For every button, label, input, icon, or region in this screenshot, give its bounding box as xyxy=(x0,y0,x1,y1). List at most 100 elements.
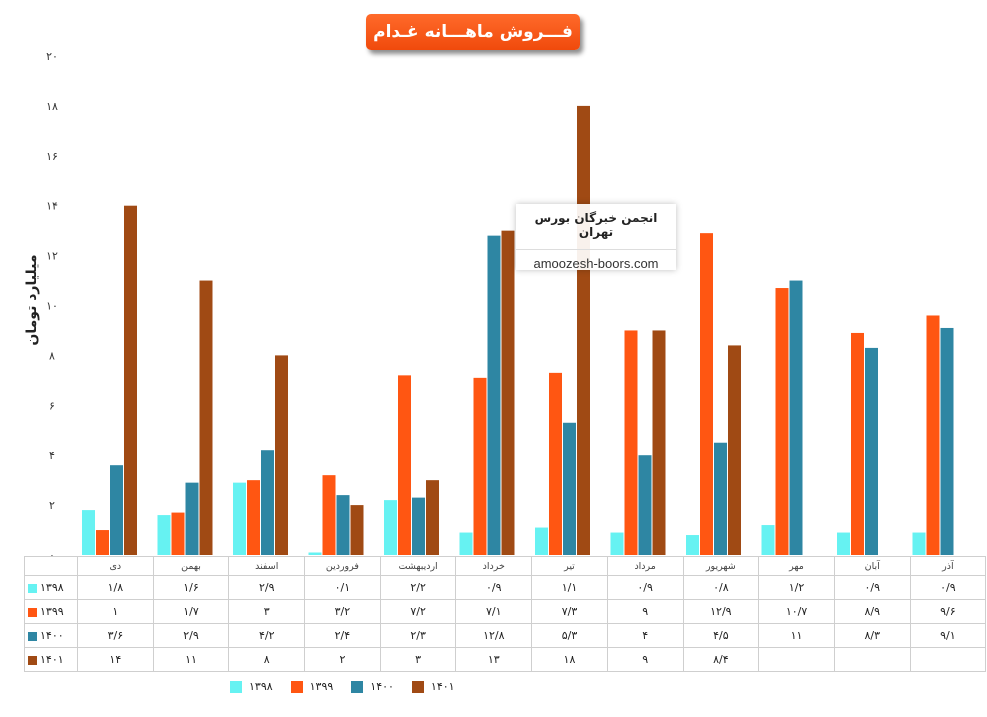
legend-item: ۱۴۰۰ xyxy=(351,680,394,693)
bar-5-1 xyxy=(473,377,487,555)
series-swatch xyxy=(28,583,37,593)
bar-0-3 xyxy=(124,205,137,555)
bar-10-2 xyxy=(865,347,878,555)
legend-label: ۱۴۰۱ xyxy=(430,680,455,693)
table-cell: ۹/۱ xyxy=(909,623,987,648)
table-row: ۱۳۹۹ ۱ ۱/۷ ۳ ۳/۲ ۷/۲ ۷/۱ ۷/۳ ۹ ۱۲/۹ ۱۰/۷ ۸/۹ ۹/۶ xyxy=(24,599,987,624)
table-cell: ۷/۲ xyxy=(379,599,457,624)
table-row: ۱۴۰۱ ۱۴ ۱۱ ۸ ۲ ۳ ۱۳ ۱۸ ۹ ۸/۴ xyxy=(24,647,987,672)
y-tick-label: ۰ xyxy=(49,549,55,560)
bar-4-3 xyxy=(426,480,439,555)
table-cell: ۸/۳ xyxy=(833,623,911,648)
bar-3-0 xyxy=(308,552,322,555)
bar-chart: ۰ ۲ ۴ ۶ ۸ ۱۰ ۱۲ ۱۴ ۱۶ ۱۸ ۲۰ xyxy=(46,50,954,560)
table-cell: ۱۱ xyxy=(758,623,835,648)
table-row: ۱۴۰۰ ۳/۶ ۲/۹ ۴/۲ ۲/۴ ۲/۳ ۱۲/۸ ۵/۳ ۴ ۴/۵ ۱۱ ۸/۳ ۹/۱ xyxy=(24,623,987,648)
table-cell: ۲/۳ xyxy=(379,623,457,648)
legend-swatch xyxy=(411,680,424,693)
series-swatch xyxy=(28,631,37,641)
legend-label: ۱۳۹۸ xyxy=(249,680,273,693)
category-label: دی xyxy=(77,556,154,576)
table-cell: ۷/۱ xyxy=(455,599,533,624)
table-cell xyxy=(909,647,987,672)
watermark: انجمن خبرگان بورس تهران amoozesh-boors.c… xyxy=(516,204,676,271)
y-tick-label: ۱۸ xyxy=(46,100,58,113)
series-label: ۱۴۰۰ xyxy=(24,623,78,648)
table-cell: ۰/۹ xyxy=(606,575,684,600)
table-corner xyxy=(24,556,78,576)
table-cell: ۳ xyxy=(379,647,457,672)
bar-7-1 xyxy=(624,330,638,555)
table-cell: ۷/۳ xyxy=(531,599,608,624)
bar-3-2 xyxy=(336,495,350,555)
legend-item: ۱۴۰۱ xyxy=(411,680,455,693)
table-cell: ۱/۸ xyxy=(77,575,154,600)
legend-label: ۱۳۹۹ xyxy=(309,680,334,693)
table-cell: ۹ xyxy=(606,647,684,672)
series-name: ۱۴۰۰ xyxy=(40,629,64,642)
table-cell: ۸ xyxy=(228,647,306,672)
table-cell: ۴ xyxy=(606,623,684,648)
table-cell: ۱۱ xyxy=(152,647,230,672)
bar-1-3 xyxy=(199,280,213,555)
table-cell: ۱۰/۷ xyxy=(758,599,835,624)
table-cell: ۹/۶ xyxy=(909,599,987,624)
y-tick-label: ۲ xyxy=(49,499,55,512)
category-label: اردیبهشت xyxy=(379,556,457,576)
bar-3-1 xyxy=(322,475,336,555)
bar-2-3 xyxy=(275,355,288,555)
category-label: خرداد xyxy=(455,556,533,576)
bar-1-2 xyxy=(185,482,199,555)
legend-item: ۱۳۹۸ xyxy=(230,680,273,693)
bar-4-1 xyxy=(398,375,411,555)
bar-8-1 xyxy=(700,233,713,555)
table-cell: ۱ xyxy=(77,599,154,624)
table-cell xyxy=(758,647,835,672)
y-tick-label: ۱۶ xyxy=(46,150,58,163)
series-label: ۱۳۹۸ xyxy=(24,575,78,600)
data-table: دی بهمن اسفند فروردین اردیبهشت خرداد تیر مرداد ش… xyxy=(24,556,987,672)
chart-title: فـــروش ماهـــانه غـدام xyxy=(366,14,580,50)
bar-0-1 xyxy=(96,530,109,555)
table-cell: ۳/۶ xyxy=(77,623,154,648)
table-header-row: دی بهمن اسفند فروردین اردیبهشت خرداد تیر مرداد ش… xyxy=(24,556,987,576)
bar-9-2 xyxy=(789,280,803,555)
category-label: مهر xyxy=(758,556,835,576)
category-label: مرداد xyxy=(606,556,684,576)
bar-2-1 xyxy=(247,480,260,555)
table-cell: ۲/۴ xyxy=(304,623,381,648)
series-label: ۱۴۰۱ xyxy=(24,647,78,672)
bar-6-2 xyxy=(563,422,576,555)
bar-8-0 xyxy=(686,535,699,555)
bar-11-2 xyxy=(940,327,954,555)
bar-9-1 xyxy=(775,288,789,555)
bar-2-0 xyxy=(233,482,246,555)
legend-swatch xyxy=(351,680,364,693)
bar-1-0 xyxy=(157,515,171,555)
table-cell: ۱/۷ xyxy=(152,599,230,624)
table-cell: ۸/۴ xyxy=(682,647,760,672)
series-name: ۱۴۰۱ xyxy=(40,653,64,666)
category-label: فروردین xyxy=(304,556,381,576)
bar-8-2 xyxy=(714,442,727,555)
table-cell: ۱۲/۸ xyxy=(455,623,533,648)
table-cell: ۲ xyxy=(304,647,381,672)
table-cell: ۰/۹ xyxy=(455,575,533,600)
watermark-url: amoozesh-boors.com xyxy=(516,249,676,271)
category-label: شهریور xyxy=(682,556,760,576)
series-name: ۱۳۹۹ xyxy=(40,605,64,618)
category-label: آذر xyxy=(909,556,987,576)
bar-4-0 xyxy=(384,500,397,555)
table-cell: ۲/۲ xyxy=(379,575,457,600)
table-cell xyxy=(833,647,911,672)
table-cell: ۰/۸ xyxy=(682,575,760,600)
category-label: اسفند xyxy=(228,556,306,576)
table-cell: ۵/۳ xyxy=(531,623,608,648)
bar-0-2 xyxy=(110,465,123,555)
bar-11-1 xyxy=(926,315,940,555)
bar-10-1 xyxy=(851,332,864,555)
table-cell: ۴/۵ xyxy=(682,623,760,648)
table-cell: ۱۲/۹ xyxy=(682,599,760,624)
y-tick-label: ۶ xyxy=(49,399,55,412)
table-cell: ۲/۹ xyxy=(152,623,230,648)
